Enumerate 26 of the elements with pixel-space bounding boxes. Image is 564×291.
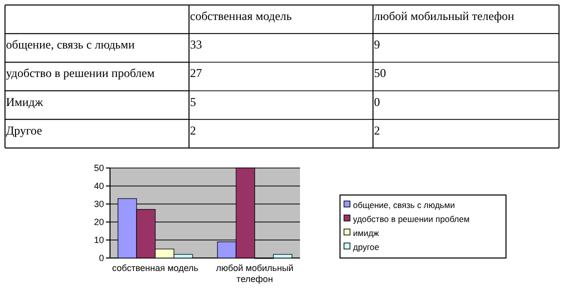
legend-label: другое: [353, 242, 380, 252]
y-tick-label: удобство в решении проблем: [6, 66, 155, 80]
y-tick-label: 50: [94, 163, 104, 173]
data-label: 50: [374, 66, 386, 80]
x-tick-label: собственная модель: [190, 9, 292, 23]
data-label: 27: [190, 66, 202, 80]
y-tick-label: Другое: [6, 123, 42, 138]
data-label: 33: [190, 38, 202, 52]
data-label: 9: [374, 38, 380, 52]
x-tick-label: собственная модель: [112, 263, 199, 273]
y-tick-label: 20: [94, 217, 104, 227]
y-tick-label: 10: [94, 235, 104, 245]
data-label: 2: [374, 123, 380, 138]
y-tick-label: Имидж: [6, 94, 44, 109]
data-label: 2: [190, 123, 196, 138]
x-tick-label: любой мобильный телефон: [216, 263, 294, 284]
x-tick-label: любой мобильный телефон: [374, 9, 515, 23]
y-tick-label: 40: [94, 181, 104, 191]
data-label: 5: [190, 94, 196, 109]
legend-label: имидж: [353, 228, 380, 238]
legend-label: удобство в решении проблем: [353, 214, 470, 224]
y-tick-label: 0: [98, 253, 104, 263]
data-label: 0: [374, 94, 380, 109]
y-tick-label: общение, связь с людьми: [6, 38, 136, 52]
legend-label: общение, связь с людьми: [353, 200, 456, 210]
y-tick-label: 30: [94, 199, 104, 209]
